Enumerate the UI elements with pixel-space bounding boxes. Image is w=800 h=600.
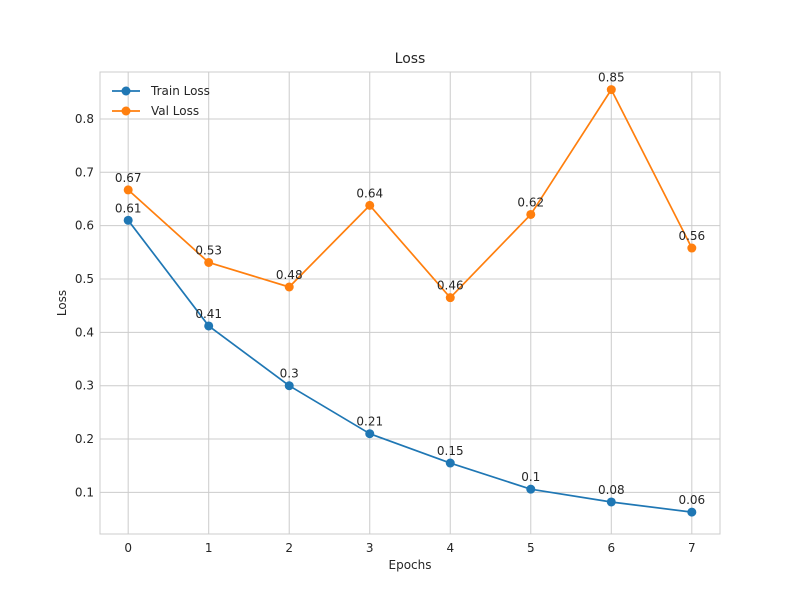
x-axis-label: Epochs [389, 558, 432, 572]
data-labels: 0.61 0.41 0.3 0.21 0.15 0.1 0.08 0.06 0.67 0.53 0.… [115, 71, 705, 508]
val-loss-data-label: 0.67 [115, 171, 142, 185]
train-loss-data-label: 0.41 [195, 307, 222, 321]
x-tick-label: 6 [607, 541, 615, 555]
legend-train-loss-marker [121, 86, 131, 96]
legend-val-loss-label: Val Loss [151, 104, 199, 118]
plot-frame [99, 71, 721, 535]
val-loss-point [526, 209, 536, 219]
x-tick-label: 3 [366, 541, 374, 555]
x-tick-label: 0 [124, 541, 132, 555]
x-tick-label: 5 [527, 541, 535, 555]
train-loss-data-label: 0.61 [115, 201, 142, 215]
x-tick-label: 7 [688, 541, 696, 555]
x-tick-label: 4 [446, 541, 454, 555]
grid [100, 72, 720, 534]
train-loss-data-label: 0.15 [437, 444, 464, 458]
val-loss-point [284, 282, 294, 292]
series [123, 85, 697, 517]
val-loss-data-label: 0.48 [276, 268, 303, 282]
val-loss-data-label: 0.56 [678, 229, 705, 243]
val-loss-point [445, 293, 455, 303]
val-loss-data-label: 0.64 [356, 186, 383, 200]
y-tick-label: 0.2 [75, 432, 94, 446]
chart-title: Loss [395, 51, 426, 67]
plot-background [100, 72, 720, 534]
train-loss-point [204, 321, 214, 331]
train-loss-data-label: 0.1 [521, 470, 540, 484]
val-loss-data-label: 0.53 [195, 243, 222, 257]
val-loss-point [204, 257, 214, 267]
y-tick-label: 0.6 [75, 219, 94, 233]
train-loss-data-label: 0.06 [678, 493, 705, 507]
train-loss-point [606, 497, 616, 507]
x-tick-label: 2 [285, 541, 293, 555]
val-loss-point [687, 243, 697, 253]
train-loss-point [687, 507, 697, 517]
y-tick-label: 0.7 [75, 165, 94, 179]
train-loss-point [445, 458, 455, 468]
y-tick-label: 0.4 [75, 325, 94, 339]
val-loss-point [365, 200, 375, 210]
y-tick-label: 0.1 [75, 485, 94, 499]
train-loss-point [123, 215, 133, 225]
train-loss-point [365, 429, 375, 439]
legend-train-loss-label: Train Loss [150, 84, 210, 98]
x-tick-label: 1 [205, 541, 213, 555]
train-loss-line [127, 219, 692, 513]
val-loss-line [127, 88, 693, 299]
train-loss-point [526, 484, 536, 494]
y-axis-label: Loss [55, 290, 69, 316]
ticks: 0 1 2 3 4 5 6 7 0.1 0.2 0.3 0.4 0.5 0.6 0.7 0.8 [75, 112, 696, 555]
train-loss-data-label: 0.08 [598, 483, 625, 497]
val-loss-data-label: 0.85 [598, 71, 625, 85]
val-loss-point [123, 185, 133, 195]
train-loss-point [284, 381, 294, 391]
val-loss-data-label: 0.46 [437, 279, 464, 293]
val-loss-point [606, 85, 616, 95]
legend: Train Loss Val Loss [112, 84, 210, 118]
train-loss-data-label: 0.3 [280, 367, 299, 381]
legend-val-loss-marker [121, 106, 131, 116]
train-loss-data-label: 0.21 [356, 415, 383, 429]
y-tick-label: 0.5 [75, 272, 94, 286]
y-tick-label: 0.8 [75, 112, 94, 126]
y-tick-label: 0.3 [75, 379, 94, 393]
val-loss-data-label: 0.62 [517, 195, 544, 209]
